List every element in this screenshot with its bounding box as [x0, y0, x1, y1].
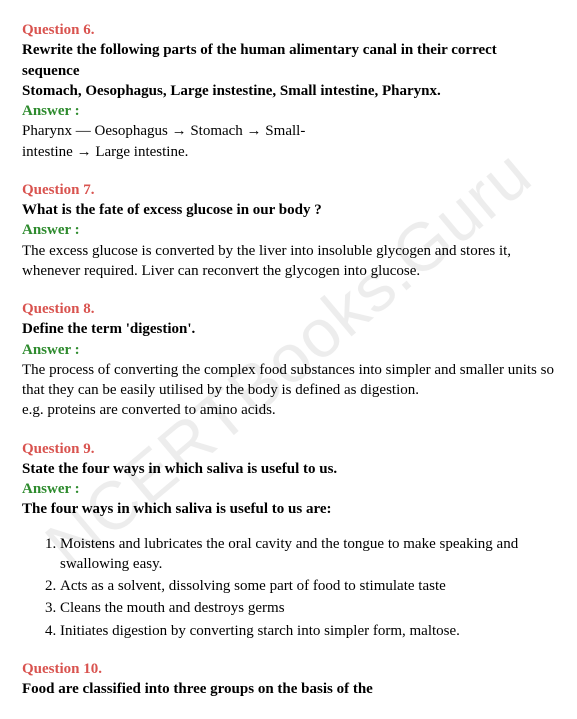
question-9-text: State the four ways in which saliva is u…	[22, 459, 555, 479]
question-7-block: Question 7. What is the fate of excess g…	[22, 180, 555, 281]
answer-8-label: Answer :	[22, 340, 555, 360]
question-9-block: Question 9. State the four ways in which…	[22, 439, 555, 641]
list-item: Acts as a solvent, dissolving some part …	[60, 576, 555, 596]
question-6-text: Rewrite the following parts of the human…	[22, 40, 555, 101]
list-item: Initiates digestion by converting starch…	[60, 621, 555, 641]
answer-8-text: The process of converting the complex fo…	[22, 360, 555, 421]
question-8-label: Question 8.	[22, 299, 555, 319]
list-item: Moistens and lubricates the oral cavity …	[60, 534, 555, 575]
question-7-text: What is the fate of excess glucose in ou…	[22, 200, 555, 220]
question-9-label: Question 9.	[22, 439, 555, 459]
question-6-block: Question 6. Rewrite the following parts …	[22, 20, 555, 162]
list-item: Cleans the mouth and destroys germs	[60, 598, 555, 618]
answer-7-label: Answer :	[22, 220, 555, 240]
question-10-label: Question 10.	[22, 659, 555, 679]
question-6-label: Question 6.	[22, 20, 555, 40]
question-10-block: Question 10. Food are classified into th…	[22, 659, 555, 700]
question-8-text: Define the term 'digestion'.	[22, 319, 555, 339]
answer-7-text: The excess glucose is converted by the l…	[22, 241, 555, 282]
answer-9-label: Answer :	[22, 479, 555, 499]
answer-6-label: Answer :	[22, 101, 555, 121]
answer-9-list: Moistens and lubricates the oral cavity …	[22, 534, 555, 641]
content-container: Question 6. Rewrite the following parts …	[22, 20, 555, 699]
question-7-label: Question 7.	[22, 180, 555, 200]
answer-6-text: Pharynx — Oesophagus → Stomach → Small-i…	[22, 121, 342, 162]
question-10-text: Food are classified into three groups on…	[22, 679, 555, 699]
answer-9-heading: The four ways in which saliva is useful …	[22, 499, 555, 519]
question-8-block: Question 8. Define the term 'digestion'.…	[22, 299, 555, 421]
